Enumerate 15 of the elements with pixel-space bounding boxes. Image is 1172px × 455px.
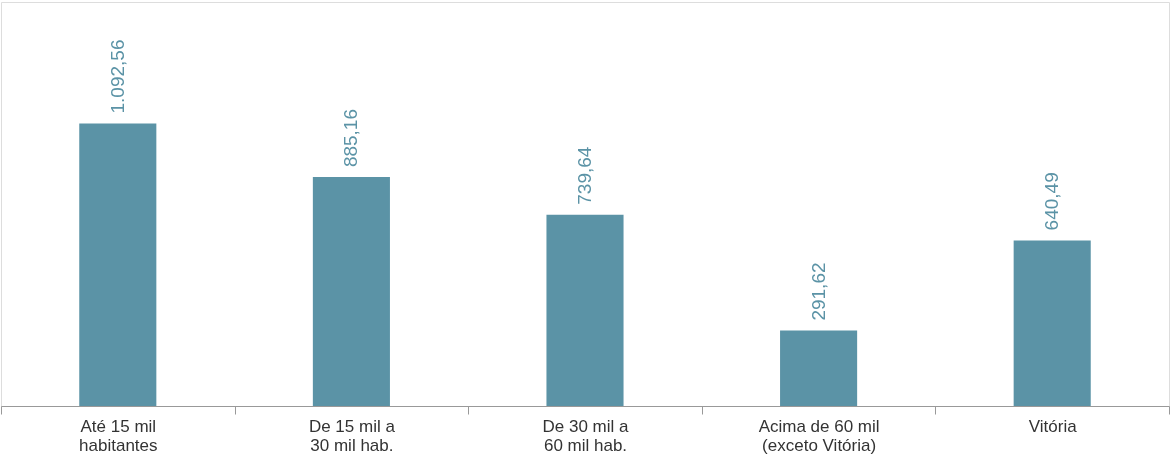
bar xyxy=(79,123,157,406)
bar xyxy=(312,177,390,406)
data-label: 640,49 xyxy=(1041,172,1063,231)
x-tick-label: Vitória xyxy=(1028,416,1078,436)
bar xyxy=(546,214,624,406)
bar xyxy=(1013,240,1091,406)
x-tick-label: De 30 mil a 60 mil hab. xyxy=(542,416,630,455)
x-tick-label: Até 15 mil habitantes xyxy=(79,416,158,455)
x-tick-label: De 15 mil a 30 mil hab. xyxy=(308,416,396,455)
data-label: 1.092,56 xyxy=(106,39,128,114)
x-tick-label: Acima de 60 mil (exceto Vitória) xyxy=(758,416,880,455)
data-label: 291,62 xyxy=(807,262,829,321)
bar xyxy=(780,330,858,406)
data-label: 885,16 xyxy=(340,108,362,168)
data-label: 739,64 xyxy=(574,146,595,205)
